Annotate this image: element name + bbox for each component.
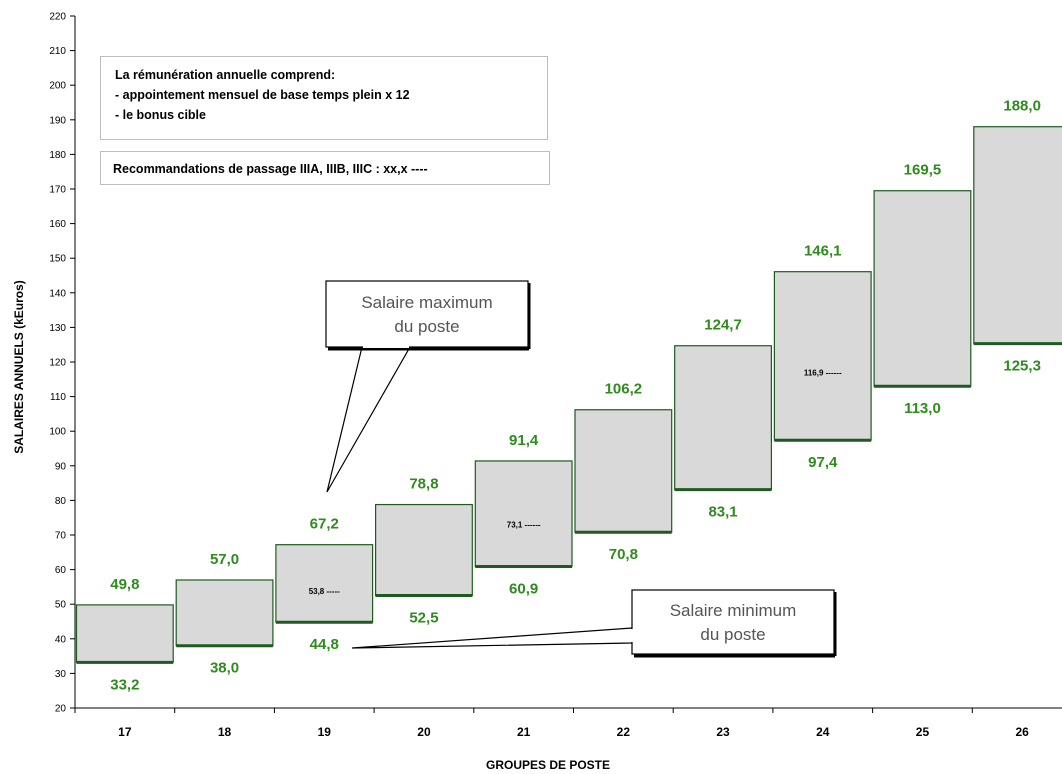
range-bar: [773, 271, 872, 441]
max-value-label: 106,2: [605, 381, 643, 398]
remuneration-note: La rémunération annuelle comprend: - app…: [100, 56, 548, 140]
x-tick-label: 26: [1015, 725, 1029, 739]
range-bar: [674, 345, 773, 491]
max-value-label: 78,8: [409, 476, 438, 493]
y-tick-label: 130: [49, 323, 66, 334]
axes: 20 30 40 50 60 70 80 90 100 110 120 130 140 150 160 170…: [49, 12, 1062, 739]
min-value-label: 70,8: [609, 546, 638, 563]
max-value-label: 67,2: [310, 516, 339, 533]
max-value-label: 169,5: [904, 162, 942, 179]
recommandations-text: Recommandations de passage IIIA, IIIB, I…: [113, 162, 428, 176]
y-tick-label: 180: [49, 150, 66, 161]
max-value-label: 188,0: [1003, 98, 1041, 115]
min-value-label: 60,9: [509, 580, 538, 597]
y-tick-label: 170: [49, 185, 66, 196]
y-tick-label: 100: [49, 427, 66, 438]
x-axis-title: GROUPES DE POSTE: [486, 758, 610, 772]
min-value-label: 44,8: [310, 636, 339, 653]
y-tick-label: 140: [49, 288, 66, 299]
remuneration-note-line2: - appointement mensuel de base temps ple…: [115, 88, 410, 102]
midpoint-label: 73,1 ------: [507, 520, 541, 529]
range-bar: [275, 544, 374, 623]
y-tick-label: 40: [55, 634, 67, 645]
y-tick-label: 160: [49, 219, 66, 230]
max-value-label: 146,1: [804, 243, 842, 260]
range-bar: [474, 460, 573, 568]
callout-min: Salaire minimum du poste: [351, 589, 837, 658]
midpoint-label: 53,8 -----: [309, 587, 340, 596]
callout-min-box: [631, 589, 835, 655]
y-tick-label: 60: [55, 565, 67, 576]
min-value-label: 113,0: [904, 400, 941, 417]
max-value-label: 124,7: [704, 317, 742, 334]
callout-min-line1: Salaire minimum: [670, 601, 797, 620]
x-tick-label: 23: [716, 725, 730, 739]
x-tick-label: 20: [417, 725, 431, 739]
y-tick-label: 80: [55, 496, 67, 507]
range-bar: [75, 604, 174, 663]
min-value-label: 33,2: [110, 676, 139, 693]
min-value-label: 83,1: [708, 504, 737, 521]
x-tick-label: 22: [617, 725, 631, 739]
y-axis-title: SALAIRES ANNUELS (kEuros): [12, 280, 26, 454]
range-bar: [873, 190, 972, 387]
min-value-label: 97,4: [808, 454, 838, 471]
y-tick-label: 200: [49, 81, 66, 92]
min-value-label: 38,0: [210, 660, 239, 677]
recommandations-note: Recommandations de passage IIIA, IIIB, I…: [100, 151, 550, 185]
x-tick-label: 21: [517, 725, 531, 739]
y-tick-label: 190: [49, 115, 66, 126]
remuneration-note-line3: - le bonus cible: [115, 108, 206, 122]
callout-min-pointer: [351, 627, 633, 649]
y-tick-label: 90: [55, 461, 67, 472]
y-tick-label: 20: [55, 704, 67, 715]
y-tick-label: 110: [50, 392, 66, 403]
x-tick-label: 19: [318, 725, 332, 739]
callout-max-line1: Salaire maximum: [361, 293, 492, 312]
max-value-label: 57,0: [210, 551, 239, 568]
y-tick-label: 210: [49, 46, 66, 57]
callout-max: Salaire maximum du poste: [325, 280, 531, 493]
midpoint-label: 116,9 ------: [804, 369, 842, 378]
callout-max-box: [325, 280, 529, 348]
min-value-label: 125,3: [1003, 358, 1041, 375]
y-tick-label: 220: [49, 12, 66, 23]
x-tick-label: 25: [916, 725, 930, 739]
max-value-label: 91,4: [509, 432, 539, 449]
remuneration-note-line1: La rémunération annuelle comprend:: [115, 68, 336, 82]
max-value-label: 49,8: [110, 576, 139, 593]
x-tick-label: 24: [816, 725, 830, 739]
x-tick-label: 18: [218, 725, 232, 739]
callout-max-line2: du poste: [394, 317, 459, 336]
value-labels: 49,8 33,2 57,0 38,0 67,2 44,8 78,8 52,5 91,4 60,9…: [110, 98, 1041, 694]
y-tick-label: 70: [55, 531, 67, 542]
range-bar: [175, 579, 274, 647]
range-bar: [574, 409, 673, 533]
min-value-label: 52,5: [409, 610, 438, 627]
bars: [75, 126, 1062, 664]
y-tick-label: 120: [49, 358, 66, 369]
y-tick-label: 50: [55, 600, 67, 611]
callout-max-pointer: [326, 346, 412, 493]
range-bar: [973, 126, 1062, 345]
x-tick-label: 17: [118, 725, 132, 739]
range-bar: [375, 503, 473, 597]
y-tick-label: 30: [55, 669, 67, 680]
y-tick-label: 150: [49, 254, 66, 265]
callout-min-line2: du poste: [700, 625, 765, 644]
